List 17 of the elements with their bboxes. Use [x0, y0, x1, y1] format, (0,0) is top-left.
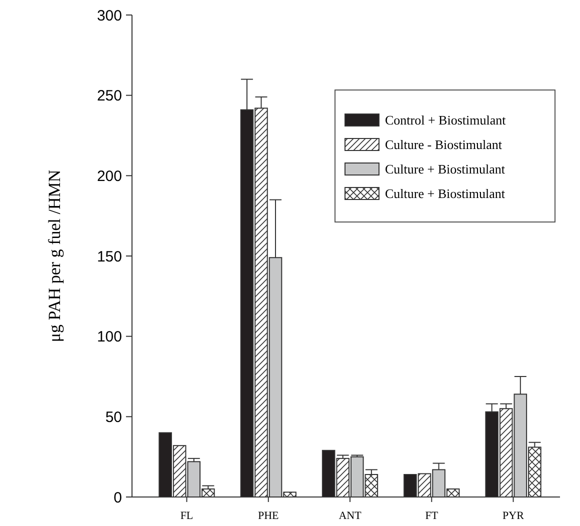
- x-tick-label: PYR: [502, 510, 525, 522]
- y-tick-label: 300: [96, 7, 122, 24]
- y-tick-label: 50: [105, 408, 122, 426]
- x-tick-label: FT: [425, 510, 438, 522]
- y-tick-label: 250: [96, 88, 122, 105]
- y-tick-label: 200: [96, 168, 122, 185]
- y-tick-label: 150: [96, 248, 122, 266]
- x-tick-label: FL: [180, 510, 194, 522]
- legend-label: Culture + Biostimulant: [385, 186, 506, 202]
- legend-label: Control + Biostimulant: [385, 112, 506, 128]
- legend-label: Culture - Biostimulant: [385, 137, 502, 152]
- legend-label: Culture + Biostimulant: [385, 162, 506, 177]
- y-tick-label: 100: [96, 328, 122, 346]
- y-axis-title: μg PAH per g fuel /HMN: [45, 170, 64, 342]
- y-tick-label: 0: [114, 489, 122, 506]
- x-tick-label: PHE: [258, 510, 280, 522]
- x-tick-label: ANT: [338, 510, 362, 522]
